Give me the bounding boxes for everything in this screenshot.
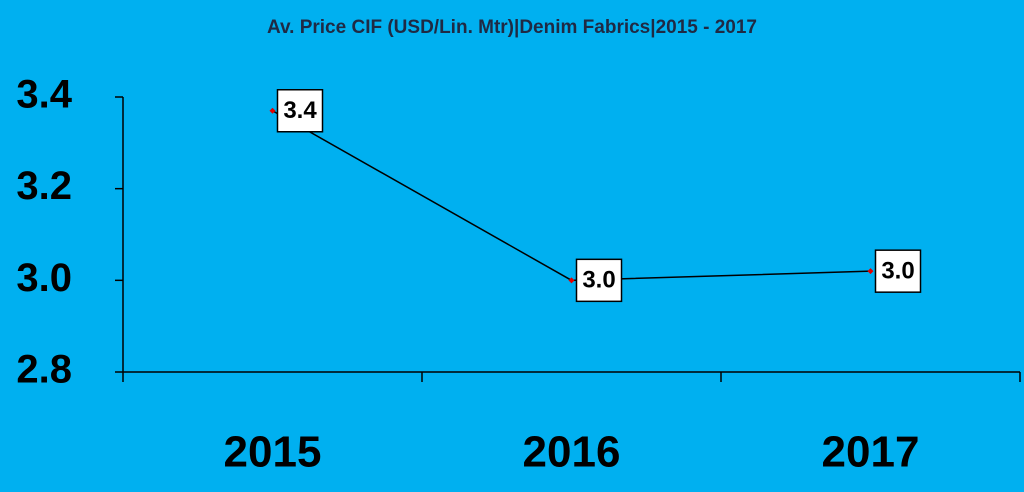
x-tick-label: 2016	[523, 428, 621, 477]
data-label: 3.0	[881, 258, 914, 285]
chart-title: Av. Price CIF (USD/Lin. Mtr)|Denim Fabri…	[267, 17, 757, 38]
y-tick-label: 3.2	[16, 164, 72, 208]
label-box	[276, 89, 324, 133]
label-box	[575, 258, 623, 303]
x-tick-label: 2017	[822, 428, 920, 477]
y-tick-label: 2.8	[16, 348, 72, 392]
data-label: 3.4	[283, 97, 317, 124]
marker	[568, 277, 575, 284]
label-box	[874, 249, 922, 293]
x-tick-label: 2015	[224, 428, 322, 477]
marker	[269, 107, 276, 114]
y-tick-label: 3.4	[16, 73, 72, 117]
y-tick-label: 3.0	[16, 256, 72, 300]
data-label: 3.0	[582, 267, 615, 294]
marker	[867, 268, 874, 275]
